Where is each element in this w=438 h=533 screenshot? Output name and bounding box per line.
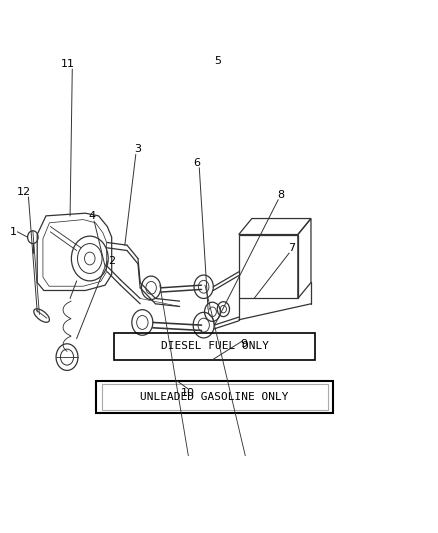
Text: 2: 2 — [108, 256, 115, 266]
Text: 10: 10 — [180, 389, 194, 398]
Text: 8: 8 — [277, 190, 284, 199]
Text: 11: 11 — [61, 59, 75, 69]
Text: 12: 12 — [17, 187, 31, 197]
Text: 4: 4 — [88, 211, 95, 221]
Text: 9: 9 — [240, 339, 247, 349]
Text: 3: 3 — [134, 144, 141, 154]
Text: 7: 7 — [288, 243, 295, 253]
Text: DIESEL FUEL ONLY: DIESEL FUEL ONLY — [161, 342, 268, 351]
Text: UNLEADED GASOLINE ONLY: UNLEADED GASOLINE ONLY — [140, 392, 289, 402]
Text: 5: 5 — [214, 56, 221, 66]
Text: 1: 1 — [10, 227, 17, 237]
Text: 6: 6 — [194, 158, 201, 167]
